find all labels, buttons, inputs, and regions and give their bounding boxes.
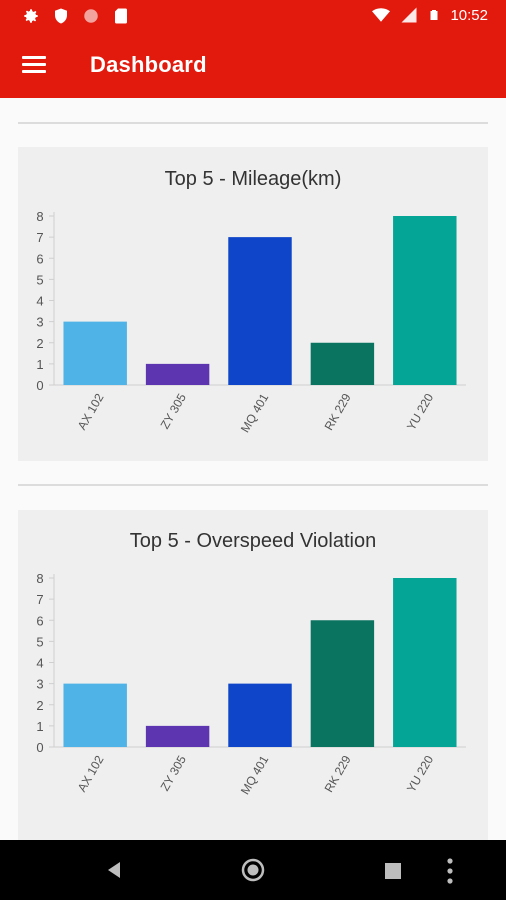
y-tick-label: 4 (36, 294, 43, 309)
bar (63, 321, 127, 385)
home-icon[interactable] (241, 858, 265, 882)
y-tick-label: 1 (36, 719, 43, 734)
status-time: 10:52 (450, 6, 488, 24)
y-tick-label: 6 (36, 613, 43, 628)
mileage-chart-card: Top 5 - Mileage(km) 0 1 2 3 4 5 6 7 8 AX 102 ZY 305… (18, 147, 488, 461)
bar (228, 683, 292, 747)
x-tick-label: RK 229 (322, 753, 354, 795)
bar (145, 725, 210, 747)
bar (228, 237, 292, 385)
y-tick-label: 3 (36, 315, 43, 330)
y-tick-label: 0 (36, 740, 43, 755)
x-tick-label: ZY 305 (158, 391, 190, 432)
status-bar: 10:52 (0, 0, 506, 32)
more-icon[interactable] (446, 857, 454, 885)
battery-icon (430, 10, 438, 20)
chart-title: Top 5 - Mileage(km) (165, 168, 342, 190)
bar (310, 342, 375, 385)
y-tick-label: 8 (36, 209, 43, 224)
y-tick-label: 7 (36, 592, 43, 607)
y-tick-label: 1 (36, 357, 43, 372)
mileage-chart: Top 5 - Mileage(km) 0 1 2 3 4 5 6 7 8 AX 102 ZY 305… (36, 168, 466, 435)
y-tick-label: 5 (36, 272, 43, 287)
y-tick-label: 5 (36, 634, 43, 649)
bar (393, 216, 457, 385)
x-tick-label: AX 102 (75, 391, 107, 432)
x-tick-label: MQ 401 (238, 753, 272, 797)
y-tick-label: 0 (36, 378, 43, 393)
signal-icon (401, 7, 417, 23)
recents-icon[interactable] (384, 862, 402, 880)
divider-top (18, 122, 488, 124)
shield-icon (55, 8, 67, 24)
status-right-icons: 10:52 (372, 6, 488, 24)
y-tick-label: 8 (36, 571, 43, 586)
x-tick-label: AX 102 (75, 753, 107, 794)
sd-card-icon (115, 8, 127, 24)
dashboard-content[interactable]: Top 5 - Mileage(km) 0 1 2 3 4 5 6 7 8 AX 102 ZY 305… (0, 98, 506, 840)
divider-middle (18, 484, 488, 486)
y-tick-label: 6 (36, 251, 43, 266)
y-tick-label: 7 (36, 230, 43, 245)
x-tick-label: RK 229 (322, 391, 354, 433)
app-bar: Dashboard (0, 32, 506, 98)
bar (63, 683, 127, 747)
x-tick-label: YU 220 (404, 391, 436, 433)
page-title: Dashboard (90, 52, 207, 77)
overspeed-chart: Top 5 - Overspeed Violation 0 1 2 3 4 5 6 7 8 AX 1… (36, 530, 466, 797)
x-tick-label: ZY 305 (158, 753, 190, 794)
back-icon[interactable] (104, 860, 124, 880)
bar (310, 620, 375, 747)
menu-icon[interactable] (22, 53, 48, 77)
y-tick-label: 2 (36, 698, 43, 713)
bar (393, 578, 457, 747)
y-tick-label: 3 (36, 677, 43, 692)
x-tick-label: MQ 401 (238, 391, 272, 435)
bar (145, 363, 210, 385)
y-tick-label: 4 (36, 656, 43, 671)
x-tick-label: YU 220 (404, 753, 436, 795)
chart-title: Top 5 - Overspeed Violation (130, 530, 376, 552)
navigation-bar (0, 840, 506, 900)
status-left-icons (22, 7, 130, 25)
wifi-icon (372, 8, 391, 22)
y-tick-label: 2 (36, 336, 43, 351)
overspeed-chart-card: Top 5 - Overspeed Violation 0 1 2 3 4 5 6 7 8 AX 1… (18, 510, 488, 840)
record-icon (84, 9, 98, 23)
settings-icon (24, 9, 38, 23)
